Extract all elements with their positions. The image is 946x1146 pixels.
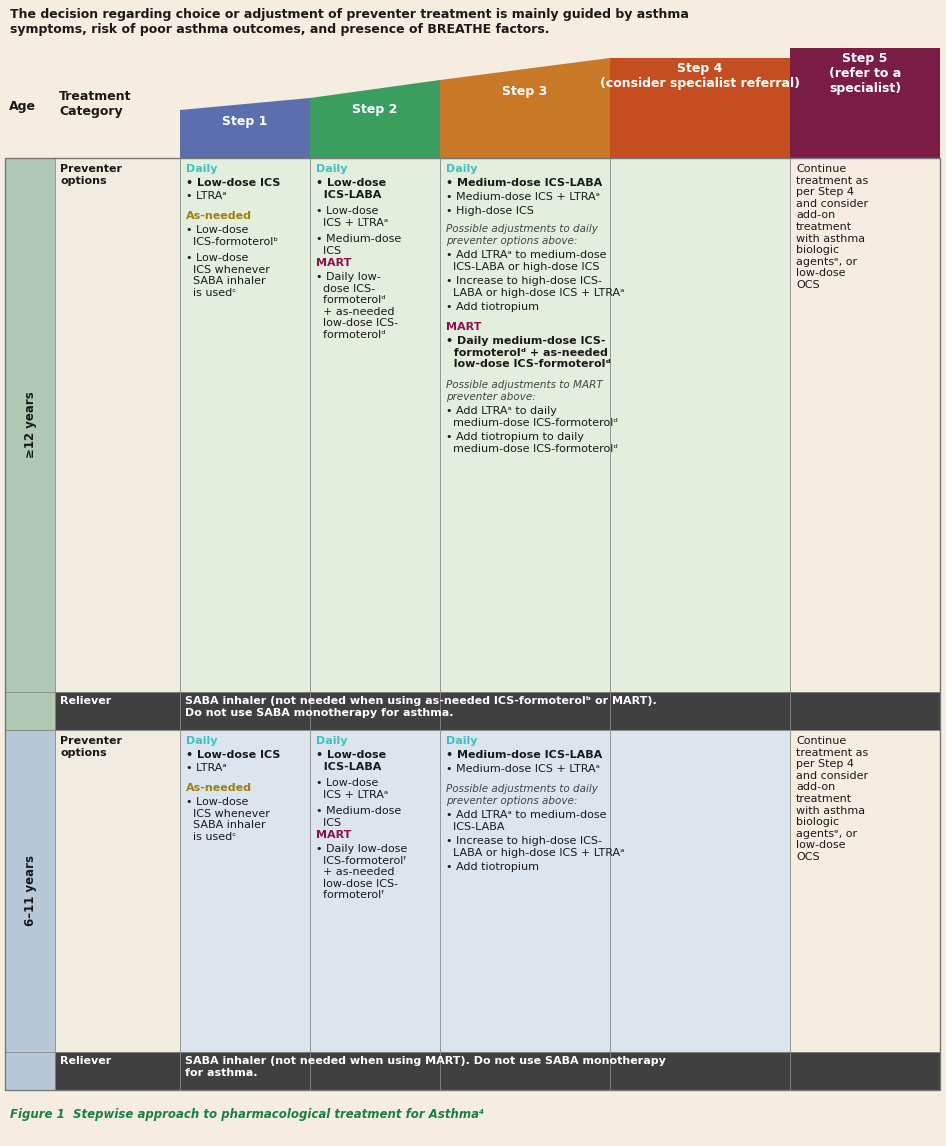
Text: Step 5
(refer to a
specialist): Step 5 (refer to a specialist) [829, 52, 902, 95]
Bar [790, 730, 940, 1052]
Text: • Add tiotropium: • Add tiotropium [446, 862, 539, 872]
Text: • Medium-dose ICS-LABA: • Medium-dose ICS-LABA [446, 178, 603, 188]
Text: The decision regarding choice or adjustment of preventer treatment is mainly gui: The decision regarding choice or adjustm… [10, 8, 689, 36]
Text: Possible adjustments to MART
preventer above:: Possible adjustments to MART preventer a… [446, 380, 603, 401]
Text: Step 1: Step 1 [222, 115, 268, 128]
Bar [5, 158, 55, 692]
Text: Preventer
options: Preventer options [60, 736, 122, 758]
Text: Age: Age [9, 100, 36, 113]
Text: Possible adjustments to daily
preventer options above:: Possible adjustments to daily preventer … [446, 784, 598, 806]
Text: • Low-dose ICS: • Low-dose ICS [186, 178, 280, 188]
Text: Figure 1  Stepwise approach to pharmacological treatment for Asthma⁴: Figure 1 Stepwise approach to pharmacolo… [10, 1108, 484, 1121]
Text: 6–11 years: 6–11 years [24, 856, 37, 926]
Text: Daily: Daily [446, 164, 478, 174]
Bar [55, 692, 940, 730]
Text: Reliever: Reliever [60, 696, 112, 706]
Text: • Medium-dose ICS-LABA: • Medium-dose ICS-LABA [446, 749, 603, 760]
Bar [5, 1052, 55, 1090]
Text: Treatment
Category: Treatment Category [59, 91, 131, 118]
Text: • Medium-dose
  ICS: • Medium-dose ICS [316, 234, 401, 256]
Bar [790, 48, 940, 158]
Text: • LTRAᵃ: • LTRAᵃ [186, 763, 227, 774]
Text: SABA inhaler (not needed when using MART). Do not use SABA monotherapy
for asthm: SABA inhaler (not needed when using MART… [185, 1055, 666, 1077]
Text: SABA inhaler (not needed when using as-needed ICS-formoterolᵇ or MART).
Do not u: SABA inhaler (not needed when using as-n… [185, 696, 657, 717]
Text: • Low-dose
  ICS + LTRAᵃ: • Low-dose ICS + LTRAᵃ [316, 778, 388, 800]
Text: • LTRAᵃ: • LTRAᵃ [186, 191, 227, 201]
Bar [180, 730, 790, 1052]
Polygon shape [440, 58, 610, 80]
Text: • Medium-dose ICS + LTRAᵃ: • Medium-dose ICS + LTRAᵃ [446, 764, 600, 774]
Bar [440, 80, 610, 158]
Bar [55, 158, 180, 730]
Bar [55, 1052, 940, 1090]
Text: • Add LTRAᵃ to daily
  medium-dose ICS-formoterolᵈ: • Add LTRAᵃ to daily medium-dose ICS-for… [446, 406, 618, 427]
Bar [55, 730, 180, 1090]
Text: Step 3: Step 3 [502, 85, 548, 99]
Text: • Daily low-
  dose ICS-
  formoterolᵈ
  + as-needed
  low-dose ICS-
  formotero: • Daily low- dose ICS- formoterolᵈ + as-… [316, 272, 398, 340]
Text: Continue
treatment as
per Step 4
and consider
add-on
treatment
with asthma
biolo: Continue treatment as per Step 4 and con… [796, 164, 868, 290]
Text: • Medium-dose
  ICS: • Medium-dose ICS [316, 806, 401, 827]
Bar [5, 158, 940, 1090]
Text: As-needed: As-needed [186, 211, 252, 221]
Text: As-needed: As-needed [186, 783, 252, 793]
Text: Possible adjustments to daily
preventer options above:: Possible adjustments to daily preventer … [446, 223, 598, 245]
Polygon shape [310, 80, 440, 99]
Text: • Increase to high-dose ICS-
  LABA or high-dose ICS + LTRAᵃ: • Increase to high-dose ICS- LABA or hig… [446, 835, 624, 857]
Text: Daily: Daily [446, 736, 478, 746]
Text: • Medium-dose ICS + LTRAᵃ: • Medium-dose ICS + LTRAᵃ [446, 193, 600, 202]
Bar [5, 692, 55, 730]
Text: • Add tiotropium to daily
  medium-dose ICS-formoterolᵈ: • Add tiotropium to daily medium-dose IC… [446, 432, 618, 454]
Text: MART: MART [316, 830, 351, 840]
Text: • Add tiotropium: • Add tiotropium [446, 303, 539, 312]
Text: • Add LTRAᵃ to medium-dose
  ICS-LABA or high-dose ICS: • Add LTRAᵃ to medium-dose ICS-LABA or h… [446, 250, 606, 272]
Text: Continue
treatment as
per Step 4
and consider
add-on
treatment
with asthma
biolo: Continue treatment as per Step 4 and con… [796, 736, 868, 862]
Text: Daily: Daily [186, 164, 218, 174]
Bar [310, 99, 440, 158]
Text: • Daily low-dose
  ICS-formoterolᶠ
  + as-needed
  low-dose ICS-
  formoterolᶠ: • Daily low-dose ICS-formoterolᶠ + as-ne… [316, 843, 407, 901]
Text: • Low-dose
  ICS whenever
  SABA inhaler
  is usedᶜ: • Low-dose ICS whenever SABA inhaler is … [186, 796, 270, 842]
Text: • High-dose ICS: • High-dose ICS [446, 206, 534, 215]
Bar [180, 110, 310, 158]
Text: Step 2: Step 2 [352, 103, 397, 116]
Text: Daily: Daily [316, 164, 347, 174]
Text: • Low-dose
  ICS-formoterolᵇ: • Low-dose ICS-formoterolᵇ [186, 225, 278, 246]
Text: Daily: Daily [186, 736, 218, 746]
Text: • Low-dose
  ICS whenever
  SABA inhaler
  is usedᶜ: • Low-dose ICS whenever SABA inhaler is … [186, 253, 270, 298]
Bar [5, 730, 55, 1052]
Text: Daily: Daily [316, 736, 347, 746]
Text: • Low-dose
  ICS-LABA: • Low-dose ICS-LABA [316, 749, 386, 771]
Text: • Increase to high-dose ICS-
  LABA or high-dose ICS + LTRAᵃ: • Increase to high-dose ICS- LABA or hig… [446, 276, 624, 298]
Text: • Add LTRAᵃ to medium-dose
  ICS-LABA: • Add LTRAᵃ to medium-dose ICS-LABA [446, 810, 606, 832]
Text: • Low-dose
  ICS + LTRAᵃ: • Low-dose ICS + LTRAᵃ [316, 206, 388, 228]
Bar [180, 158, 790, 692]
Text: • Low-dose
  ICS-LABA: • Low-dose ICS-LABA [316, 178, 386, 199]
Bar [610, 58, 790, 158]
Text: Step 4
(consider specialist referral): Step 4 (consider specialist referral) [600, 62, 800, 91]
Text: Preventer
options: Preventer options [60, 164, 122, 186]
Text: MART: MART [446, 322, 482, 332]
Text: Reliever: Reliever [60, 1055, 112, 1066]
Text: • Low-dose ICS: • Low-dose ICS [186, 749, 280, 760]
Text: • Daily medium-dose ICS-
  formoterolᵈ + as-needed
  low-dose ICS-formoterolᵈ: • Daily medium-dose ICS- formoterolᵈ + a… [446, 336, 611, 369]
Polygon shape [180, 99, 310, 110]
Text: MART: MART [316, 258, 351, 268]
Text: ≥12 years: ≥12 years [24, 392, 37, 458]
Bar [790, 158, 940, 692]
